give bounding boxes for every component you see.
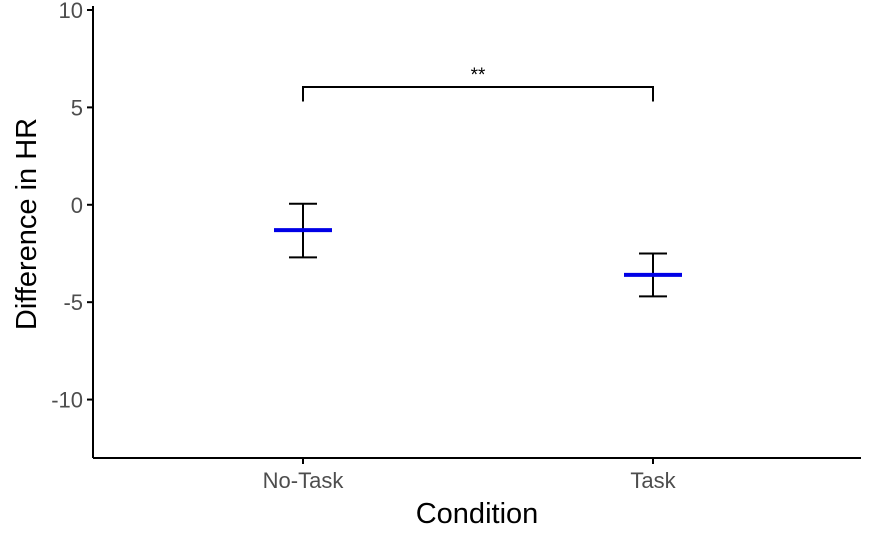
x-tick-label: Task	[630, 468, 676, 493]
y-tick-label: 5	[71, 95, 83, 120]
y-axis: 10 5 0 -5 -10	[51, 0, 94, 458]
y-tick-label: -5	[63, 290, 83, 315]
x-axis: No-Task Task	[93, 457, 861, 493]
significance-bracket: **	[302, 65, 654, 102]
errorbar-no-task	[274, 202, 332, 259]
y-tick-label: 0	[71, 193, 83, 218]
x-tick-label: No-Task	[263, 468, 345, 493]
significance-bracket-line	[302, 85, 654, 102]
x-axis-title: Condition	[416, 498, 539, 530]
y-tick-label: 10	[59, 0, 83, 23]
y-axis-title: Difference in HR	[11, 118, 43, 330]
significance-label: **	[471, 65, 486, 86]
plot-marks: **	[274, 65, 682, 298]
y-tick-label: -10	[51, 388, 83, 413]
errorbar-task	[624, 252, 682, 298]
